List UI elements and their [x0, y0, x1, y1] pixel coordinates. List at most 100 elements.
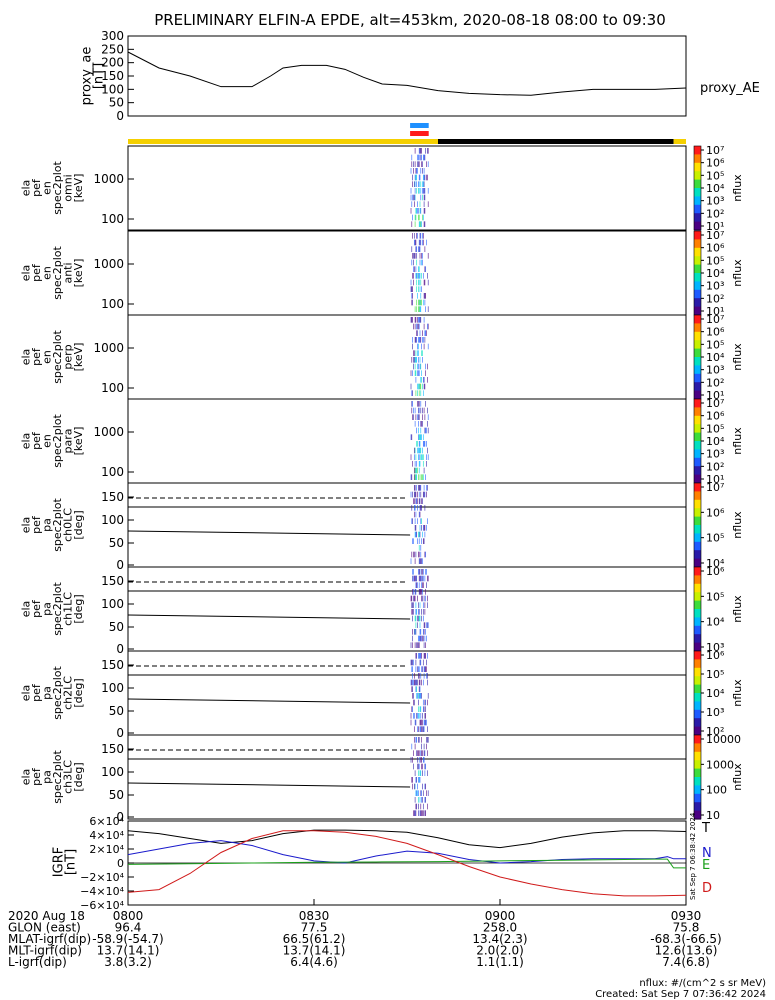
spectrogram-cell — [423, 743, 425, 750]
footer-row-value: 258.0 — [483, 921, 517, 935]
colorbar-segment — [694, 672, 701, 675]
colorbar-segment — [694, 789, 701, 793]
spectrogram-cell — [418, 531, 420, 538]
field-aligned-line — [127, 782, 411, 788]
spectrogram-cell — [420, 659, 422, 666]
spectrogram-cell — [419, 719, 421, 726]
spectrogram-cell — [415, 370, 417, 376]
spectrogram-cell — [427, 726, 428, 732]
colorbar-segment — [694, 800, 701, 803]
colorbar-tick-label: 10⁴ — [706, 182, 725, 195]
colorbar-label: nflux — [731, 259, 744, 287]
colorbar-segment — [694, 520, 701, 524]
colorbar-segment — [694, 264, 701, 268]
colorbar-label-line: nflux — [731, 343, 744, 371]
spectrogram-cell — [425, 293, 427, 299]
colorbar-segment — [694, 359, 701, 362]
colorbar-segment — [694, 392, 701, 396]
colorbar-segment — [694, 283, 701, 287]
spectrogram-cell — [421, 538, 422, 544]
spectrogram-cell — [413, 350, 415, 356]
colorbar-segment — [694, 556, 701, 560]
spectrogram-cell — [417, 323, 418, 330]
spectrogram-cell — [412, 757, 413, 763]
spectrogram-cell — [410, 642, 412, 648]
spectrogram-cell — [418, 582, 420, 588]
spectrogram-panel: elapefpaspec2plotch2LC[deg]15010050010⁶1… — [20, 649, 744, 740]
spectrogram-cell — [414, 615, 416, 622]
spectrogram-cell — [425, 810, 427, 816]
colorbar-segment — [694, 564, 701, 568]
spectrogram-cell — [411, 221, 413, 227]
colorbar-segment — [694, 779, 701, 782]
spectrogram-cell — [422, 699, 424, 706]
colorbar-segment — [694, 724, 701, 728]
spectrogram-cell — [413, 713, 414, 719]
panel-frame — [127, 566, 687, 652]
spectrogram-cell — [415, 615, 417, 622]
spectrogram-cell — [415, 551, 417, 558]
colorbar-segment — [694, 795, 701, 799]
spectrogram-cell — [418, 538, 420, 544]
spectrogram-cell — [424, 194, 426, 201]
igrf-tick-label: 0 — [117, 857, 124, 870]
spectrogram-cell — [422, 609, 424, 615]
spectrogram-cell — [411, 666, 413, 672]
colorbar-tick-label: 10⁵ — [706, 590, 724, 603]
science-zone-bar-blue — [410, 123, 429, 128]
colorbar-segment — [694, 485, 701, 488]
spectrogram-cell — [420, 485, 422, 491]
panel-ylabel-line: ch0LC — [62, 508, 75, 542]
spectrogram-cell — [417, 538, 418, 544]
footer-row-value: 13.4(2.3) — [472, 932, 527, 946]
spectrogram-cell — [417, 208, 418, 214]
panel-ylabel-line: omni — [62, 174, 75, 201]
colorbar-segment — [694, 317, 701, 320]
spectrogram-cell — [412, 286, 413, 292]
colorbar-segment — [694, 583, 701, 587]
colorbar-segment — [694, 772, 701, 776]
colorbar-segment — [694, 183, 701, 187]
spectrogram-cell — [420, 208, 422, 214]
colorbar-segment — [694, 198, 701, 202]
spectrogram-cell — [413, 259, 414, 266]
spectrogram-cell — [410, 595, 412, 602]
spectrogram-cell — [418, 363, 419, 370]
colorbar-segment — [694, 194, 701, 197]
colorbar-segment — [694, 630, 701, 633]
spectrogram-cell — [415, 790, 417, 796]
colorbar-segment — [694, 493, 701, 497]
spectrogram-cell — [411, 551, 413, 558]
footer-row-value: 75.8 — [673, 921, 700, 935]
panel-ytick-label: 100 — [101, 765, 124, 779]
spectrogram-cell — [418, 266, 420, 272]
colorbar-segment — [694, 581, 701, 585]
colorbar-segment — [694, 535, 701, 539]
colorbar-tick-label: 10⁶ — [706, 242, 725, 255]
spectrogram-cell — [419, 575, 421, 582]
spectrogram-cell — [417, 154, 418, 161]
spectrogram-cell — [416, 653, 418, 659]
spectrogram-cell — [421, 609, 422, 615]
spectrogram-cell — [422, 635, 424, 642]
colorbar-segment — [694, 363, 701, 366]
spectrogram-cell — [413, 673, 415, 679]
spectrogram-cell — [418, 421, 419, 427]
colorbar-segment — [694, 676, 701, 679]
spectrogram-cell — [418, 343, 419, 350]
spectrogram-cell — [413, 810, 415, 816]
spectrogram-cell — [414, 317, 416, 323]
spectrogram-cell — [416, 498, 418, 504]
panel-ytick-label: 100 — [101, 297, 124, 311]
colorbar-segment — [694, 541, 701, 545]
spectrogram-cell — [421, 737, 422, 743]
colorbar-segment — [694, 548, 701, 551]
colorbar-segment — [694, 321, 701, 324]
spectrogram-cell — [425, 763, 427, 770]
panel-ytick-label: 100 — [101, 212, 124, 226]
spectrogram-cell — [420, 810, 422, 816]
spectrogram-cell — [412, 401, 413, 407]
colorbar-segment — [694, 312, 701, 316]
